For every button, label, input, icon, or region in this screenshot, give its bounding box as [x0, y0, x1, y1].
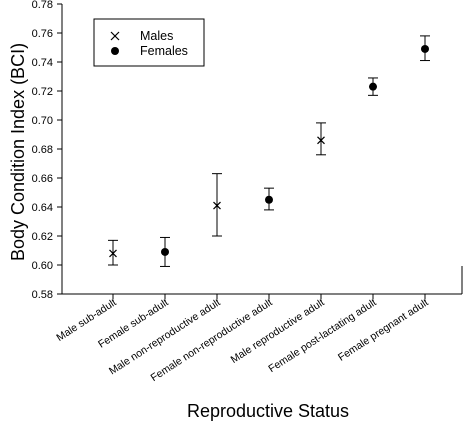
male-marker — [213, 201, 221, 210]
y-axis-ticks: 0.58 0.60 0.62 0.64 0.66 0.68 0.70 0.72 0.74 0.76… — [32, 0, 62, 301]
data-point — [316, 122, 326, 156]
female-marker — [161, 247, 169, 256]
legend-label-males: Males — [140, 29, 173, 43]
male-marker — [109, 249, 117, 258]
legend: Males Females — [93, 18, 205, 67]
female-marker — [369, 82, 377, 91]
y-tick-label: 0.68 — [32, 144, 53, 156]
y-tick-label: 0.58 — [32, 289, 53, 301]
data-point — [264, 187, 274, 211]
legend-label-females: Females — [140, 44, 188, 58]
x-axis-title: Reproductive Status — [187, 401, 349, 421]
y-tick-label: 0.78 — [32, 0, 53, 11]
data-point — [160, 236, 170, 267]
female-marker — [265, 195, 273, 204]
x-tick-label: Female pregnant adult — [336, 296, 431, 363]
y-tick-label: 0.74 — [32, 57, 53, 69]
y-tick-label: 0.66 — [32, 173, 53, 185]
legend-box — [93, 18, 205, 67]
data-point — [108, 239, 118, 266]
data-marks — [108, 35, 430, 267]
y-tick-label: 0.72 — [32, 86, 53, 98]
data-point — [212, 173, 222, 237]
y-tick-label: 0.76 — [32, 28, 53, 40]
legend-marker-females — [111, 47, 119, 55]
data-point — [420, 35, 430, 62]
legend-marker-males — [110, 31, 120, 41]
y-tick-label: 0.60 — [32, 260, 53, 272]
x-tick-label: Male reproductive adult — [229, 296, 327, 366]
y-tick-label: 0.62 — [32, 231, 53, 243]
y-axis-title: Body Condition Index (BCI) — [8, 43, 28, 261]
y-tick-label: 0.70 — [32, 115, 53, 127]
y-tick-label: 0.64 — [32, 202, 53, 214]
male-marker — [317, 136, 325, 145]
data-point — [368, 77, 378, 96]
female-marker — [421, 44, 429, 53]
